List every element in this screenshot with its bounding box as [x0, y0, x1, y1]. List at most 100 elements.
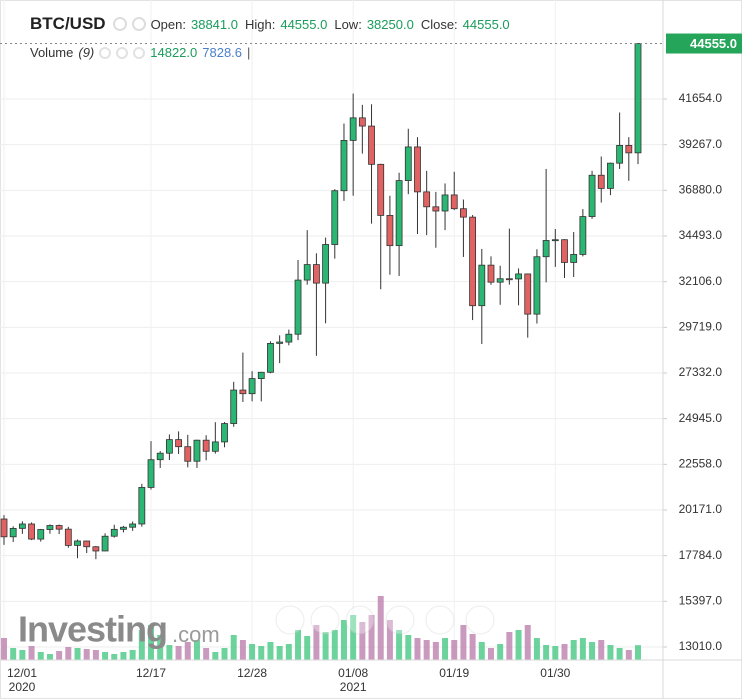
volume-bar — [148, 625, 155, 660]
candle-body — [156, 452, 164, 461]
volume-bar — [552, 646, 559, 660]
volume-bar — [249, 644, 256, 660]
volume-bar — [478, 642, 485, 660]
candle-body — [239, 389, 247, 395]
volume-bar — [46, 654, 53, 660]
volume-bar — [340, 620, 347, 660]
candle-body — [184, 446, 192, 462]
eye-icon[interactable] — [112, 17, 127, 31]
y-tick-label: 15397.0 — [679, 593, 723, 607]
field-value: 38250.0 — [366, 16, 414, 32]
candle-body — [597, 174, 605, 189]
candle-body — [386, 215, 394, 247]
volume-bar — [138, 630, 145, 660]
candle-body — [377, 163, 385, 216]
volume-bar — [28, 646, 35, 660]
candle-body — [551, 239, 559, 242]
eye-icon[interactable] — [99, 46, 112, 59]
candle-body — [202, 439, 210, 452]
candle-body — [625, 144, 633, 154]
candle-body — [230, 389, 238, 424]
settings-icon[interactable] — [131, 17, 146, 31]
volume-bar — [524, 625, 531, 660]
x-year-label: 2020 — [9, 680, 36, 694]
candle-body — [294, 279, 302, 335]
volume-bar — [92, 650, 99, 660]
zoom-controls — [275, 605, 495, 635]
candle-body — [64, 528, 72, 546]
volume-bar — [74, 648, 81, 660]
volume-bar — [460, 625, 467, 660]
volume-bar — [368, 615, 375, 660]
y-tick-label: 22558.0 — [679, 457, 723, 471]
zoom-button[interactable] — [310, 605, 340, 635]
volume-bar — [19, 650, 26, 660]
zoom-button[interactable] — [465, 605, 495, 635]
x-year-label: 2021 — [340, 680, 367, 694]
candle-body — [276, 341, 284, 344]
volume-bar — [313, 625, 320, 660]
y-tick-label: 17784.0 — [679, 548, 723, 562]
volume-bar — [561, 644, 568, 660]
volume-bar — [111, 654, 118, 660]
settings-icon[interactable] — [116, 46, 129, 59]
zoom-button[interactable] — [425, 605, 455, 635]
x-tick-label: 01/30 — [540, 666, 570, 680]
volume-bar — [267, 642, 274, 660]
volume-bar — [184, 642, 191, 660]
candle-body — [533, 256, 541, 315]
candle-body — [616, 144, 624, 164]
candle-body — [285, 333, 293, 343]
x-tick-label: 01/08 — [338, 666, 368, 680]
volume-bar — [497, 644, 504, 660]
volume-ma: 7828.6 — [202, 45, 243, 60]
header: BTC/USD Open: 38841.0 High: 44555.0 Low: 3825… — [30, 14, 512, 34]
zoom-button[interactable] — [275, 605, 305, 635]
volume-bar — [1, 638, 7, 660]
volume-bar — [230, 635, 237, 660]
candle-body — [515, 273, 522, 280]
candle-body — [211, 441, 219, 452]
volume-bar — [193, 640, 200, 660]
candle-body — [460, 208, 467, 218]
candle-body — [267, 342, 274, 373]
symbol: BTC/USD — [30, 14, 106, 33]
field-value: 44555.0 — [280, 16, 328, 32]
volume-bar — [304, 636, 311, 660]
volume-bar — [377, 596, 384, 660]
volume-bar — [276, 646, 283, 660]
plot: 13010.0 15397.0 17784.0 20171.0 22558.0 24945… — [0, 0, 722, 694]
candle-body — [120, 526, 127, 530]
zoom-button[interactable] — [345, 605, 375, 635]
candle-body — [487, 264, 495, 283]
candle-body — [607, 162, 614, 189]
close-icon[interactable] — [133, 46, 146, 59]
volume-bar — [295, 630, 302, 660]
volume-bar — [616, 648, 623, 660]
x-tick-label: 12/28 — [237, 666, 267, 680]
volume-bar — [423, 640, 430, 660]
volume-name: Volume — [30, 45, 74, 60]
volume-bar — [350, 615, 357, 660]
volume-bar — [635, 645, 641, 660]
zoom-button[interactable] — [385, 605, 415, 635]
candle-body — [55, 525, 63, 530]
volume-bar — [396, 630, 403, 660]
volume-bar — [10, 648, 17, 660]
volume-bar — [625, 650, 632, 660]
candle-body — [9, 527, 17, 538]
candle-body — [221, 423, 228, 443]
candle-body — [46, 525, 54, 530]
watermark-domain: .com — [172, 622, 220, 647]
candle-body — [340, 140, 348, 192]
candle-body — [138, 487, 146, 525]
candle-body — [358, 117, 366, 127]
watermark-brand: Investing — [18, 609, 167, 650]
volume-bar — [487, 648, 494, 660]
candle-body — [165, 439, 173, 454]
volume-bar — [37, 652, 44, 660]
last-price-tag — [666, 33, 742, 54]
